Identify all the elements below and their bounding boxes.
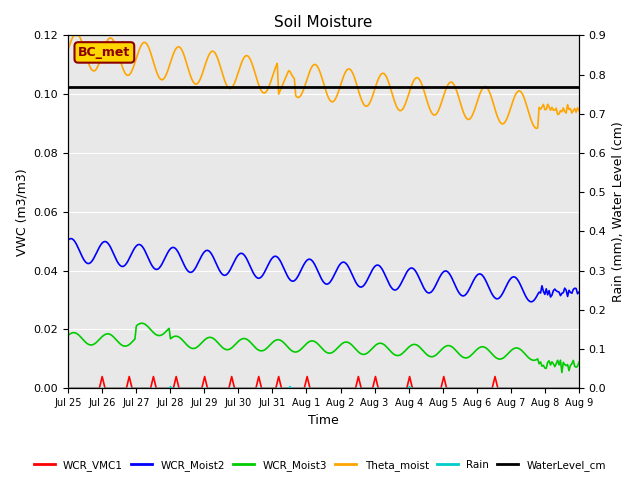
Y-axis label: Rain (mm), Water Level (cm): Rain (mm), Water Level (cm) xyxy=(612,121,625,302)
Legend: WCR_VMC1, WCR_Moist2, WCR_Moist3, Theta_moist, Rain, WaterLevel_cm: WCR_VMC1, WCR_Moist2, WCR_Moist3, Theta_… xyxy=(29,456,611,475)
Y-axis label: VWC (m3/m3): VWC (m3/m3) xyxy=(15,168,28,256)
Title: Soil Moisture: Soil Moisture xyxy=(275,15,372,30)
Text: BC_met: BC_met xyxy=(78,46,131,59)
X-axis label: Time: Time xyxy=(308,414,339,427)
